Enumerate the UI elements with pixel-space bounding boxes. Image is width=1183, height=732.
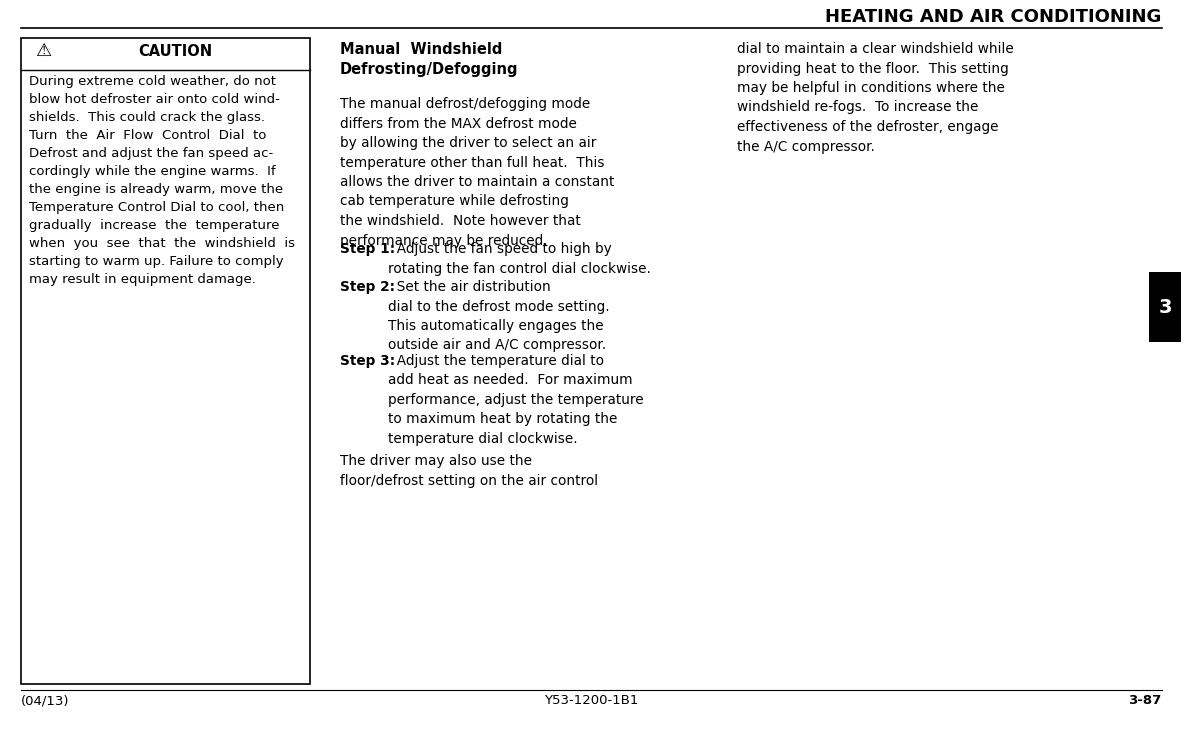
- Text: (04/13): (04/13): [21, 694, 70, 707]
- Text: ⚠: ⚠: [35, 42, 51, 60]
- Text: CAUTION: CAUTION: [138, 44, 213, 59]
- Text: Step 3:: Step 3:: [340, 354, 395, 368]
- Text: Defrosting/Defogging: Defrosting/Defogging: [340, 62, 518, 77]
- Text: dial to maintain a clear windshield while
providing heat to the floor.  This set: dial to maintain a clear windshield whil…: [737, 42, 1014, 154]
- Text: 3: 3: [1158, 298, 1171, 317]
- Bar: [21, 38, 310, 684]
- Text: Set the air distribution
dial to the defrost mode setting.
This automatically en: Set the air distribution dial to the def…: [388, 280, 609, 353]
- Text: Y53-1200-1B1: Y53-1200-1B1: [544, 694, 639, 707]
- Text: Adjust the fan speed to high by
rotating the fan control dial clockwise.: Adjust the fan speed to high by rotating…: [388, 242, 651, 275]
- Text: The driver may also use the
floor/defrost setting on the air control: The driver may also use the floor/defros…: [340, 454, 597, 488]
- Text: During extreme cold weather, do not
blow hot defroster air onto cold wind-
shiel: During extreme cold weather, do not blow…: [30, 75, 296, 286]
- Text: Step 2:: Step 2:: [340, 280, 394, 294]
- Text: The manual defrost/defogging mode
differs from the MAX defrost mode
by allowing : The manual defrost/defogging mode differ…: [340, 97, 614, 247]
- Text: 3-87: 3-87: [1129, 694, 1162, 707]
- Text: Adjust the temperature dial to
add heat as needed.  For maximum
performance, adj: Adjust the temperature dial to add heat …: [388, 354, 644, 446]
- Text: Step 1:: Step 1:: [340, 242, 395, 256]
- Text: Manual  Windshield: Manual Windshield: [340, 42, 502, 57]
- Text: HEATING AND AIR CONDITIONING: HEATING AND AIR CONDITIONING: [826, 8, 1162, 26]
- Bar: [1149, 272, 1181, 343]
